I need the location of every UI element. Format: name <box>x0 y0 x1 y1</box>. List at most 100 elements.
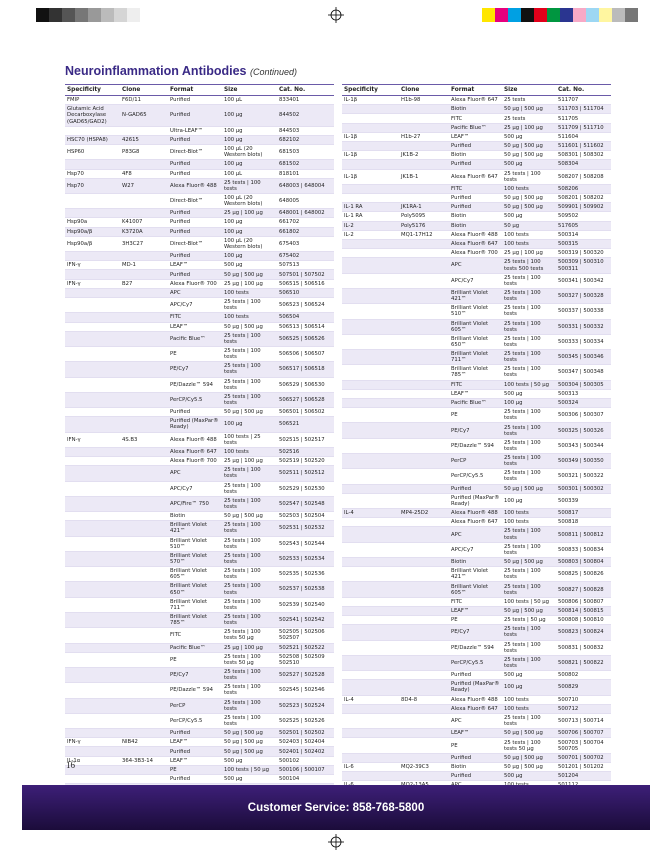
table-cell: 25 tests | 100 tests <box>502 288 556 305</box>
table-cell <box>342 113 399 124</box>
table-cell: 507513 <box>277 260 334 271</box>
table-cell: IL-4 <box>342 695 399 705</box>
table-cell: Alexa Fluor® 700 <box>168 456 222 467</box>
table-cell <box>120 597 168 613</box>
table-row: Purified 50 µg | 500 µg 500701 | 500702 <box>342 753 611 763</box>
table-cell: 502519 | 502520 <box>277 456 334 467</box>
table-cell: Purified <box>168 208 222 219</box>
table-cell: 100 µL (20 Western blots) <box>222 236 277 253</box>
table-cell: Purified <box>168 169 222 179</box>
page-title: Neuroinflammation Antibodies (Continued) <box>65 64 297 78</box>
table-cell: 506527 | 506528 <box>277 392 334 409</box>
table-cell: 25 tests | 100 tests <box>502 319 556 335</box>
table-cell: 500301 | 500302 <box>556 484 611 494</box>
table-cell: 364-3B3-14 <box>120 756 168 766</box>
table-cell <box>65 682 120 699</box>
table-cell: 25 tests | 100 tests <box>222 331 277 347</box>
table-cell: Alexa Fluor® 647 <box>449 239 502 250</box>
table-cell <box>65 288 120 299</box>
table-cell <box>120 728 168 739</box>
table-cell <box>120 627 168 644</box>
table-cell <box>399 566 449 583</box>
table-row: Brilliant Violet 605™ 25 tests | 100 test… <box>342 581 611 598</box>
table-cell: 500710 <box>556 695 611 705</box>
table-row: APC 25 tests | 100 tests 502511 | 502512 <box>65 465 334 482</box>
table-row: Purified 50 µg | 500 µg 508201 | 508202 <box>342 193 611 204</box>
table-cell: Purified <box>168 135 222 146</box>
table-cell: 500 µg <box>222 260 277 271</box>
table-row: Brilliant Violet 605™ 25 tests | 100 test… <box>65 566 334 583</box>
table-cell: PerCP <box>449 453 502 470</box>
table-row: IL-1β JK1B-2 Biotin 50 µg | 500 µg 508301 | … <box>342 150 611 161</box>
table-cell: Brilliant Violet 421™ <box>168 520 222 537</box>
table-cell: 500349 | 500350 <box>556 453 611 470</box>
table-cell <box>120 346 168 363</box>
table-cell: 100 µg <box>502 679 556 696</box>
column-header: Cat. No. <box>556 83 611 97</box>
table-cell: FITC <box>449 184 502 195</box>
table-cell: 500341 | 500342 <box>556 273 611 289</box>
table-cell: Purified <box>449 753 502 763</box>
table-cell: 50 µg | 500 µg <box>222 728 277 739</box>
table-cell: 500102 <box>277 756 334 766</box>
table-row: FITC 25 tests | 100 tests 50 µg 502505 | 5… <box>65 627 334 644</box>
table-cell: 506529 | 506530 <box>277 377 334 393</box>
column-header: Format <box>449 83 502 97</box>
table-cell <box>120 511 168 522</box>
table-cell <box>120 377 168 393</box>
table-cell <box>342 679 399 696</box>
table-cell <box>399 288 449 305</box>
table-cell: 50 µg | 500 µg <box>502 606 556 617</box>
table-cell: Biotin <box>168 511 222 522</box>
table-cell: 25 tests | 100 tests <box>502 640 556 656</box>
table-cell: 511709 | 511710 <box>556 123 611 133</box>
table-cell: 100 µg <box>222 126 277 136</box>
table-cell <box>399 655 449 672</box>
table-cell: 502537 | 502538 <box>277 581 334 598</box>
table-cell: 25 µg | 100 µg <box>222 456 277 467</box>
table-cell <box>342 517 399 528</box>
table-cell: Purified <box>168 407 222 418</box>
table-cell: 500306 | 500307 <box>556 407 611 424</box>
table-cell: 25 tests | 100 tests <box>502 438 556 455</box>
table-row: Purified 50 µg | 500 µg 507501 | 507502 <box>65 269 334 280</box>
table-cell <box>342 380 399 390</box>
table-cell <box>65 728 120 739</box>
table-cell: Brilliant Violet 570™ <box>168 551 222 568</box>
table-row: PE/Cy7 25 tests | 100 tests 500325 | 50032… <box>342 422 611 439</box>
table-cell: 100 µL (20 Western blots) <box>222 144 277 161</box>
table-cell: 25 tests | 100 tests <box>222 520 277 537</box>
table-cell <box>65 520 120 537</box>
table-cell <box>342 542 399 559</box>
table-row: FITC 25 tests 511705 <box>342 113 611 124</box>
table-cell: 502533 | 502534 <box>277 551 334 568</box>
table-cell: 500 µg <box>502 389 556 400</box>
table-row: IL-2 Poly5176 Biotin 50 µg 517605 <box>342 221 611 231</box>
table-cell: 500706 | 500707 <box>556 728 611 739</box>
table-cell: 500713 | 500714 <box>556 713 611 730</box>
table-cell: 25 tests | 50 µg <box>502 615 556 626</box>
table-cell <box>65 251 120 262</box>
table-cell: 500315 <box>556 239 611 250</box>
column-header: Specificity <box>342 83 399 97</box>
table-cell: PE/Cy7 <box>449 624 502 641</box>
table-row: Glutamic Acid Decarboxylase (GAD65/GAD2)… <box>65 104 334 127</box>
table-cell <box>65 581 120 598</box>
table-cell: 25 tests | 100 tests <box>222 536 277 552</box>
table-cell: 500806 | 500807 <box>556 597 611 607</box>
registration-mark <box>328 7 344 23</box>
table-cell: 502501 | 502502 <box>277 728 334 739</box>
table-cell: 25 tests | 100 tests <box>502 542 556 559</box>
table-cell <box>120 746 168 757</box>
table-row: Biotin 50 µg | 500 µg 511703 | 511704 <box>342 104 611 115</box>
table-cell <box>342 713 399 730</box>
table-cell: PerCP/Cy5.5 <box>449 655 502 672</box>
table-row: PE 25 tests | 100 tests 50 µg 500703 | 500… <box>342 737 611 754</box>
table-cell: Alexa Fluor® 647 <box>449 704 502 715</box>
table-cell <box>399 389 449 400</box>
table-cell: MQ2-39C3 <box>399 762 449 773</box>
table-cell: 502523 | 502524 <box>277 698 334 714</box>
table-cell <box>65 511 120 522</box>
table-cell: 511604 <box>556 132 611 143</box>
table-cell: PE/Dazzle™ 594 <box>168 682 222 699</box>
